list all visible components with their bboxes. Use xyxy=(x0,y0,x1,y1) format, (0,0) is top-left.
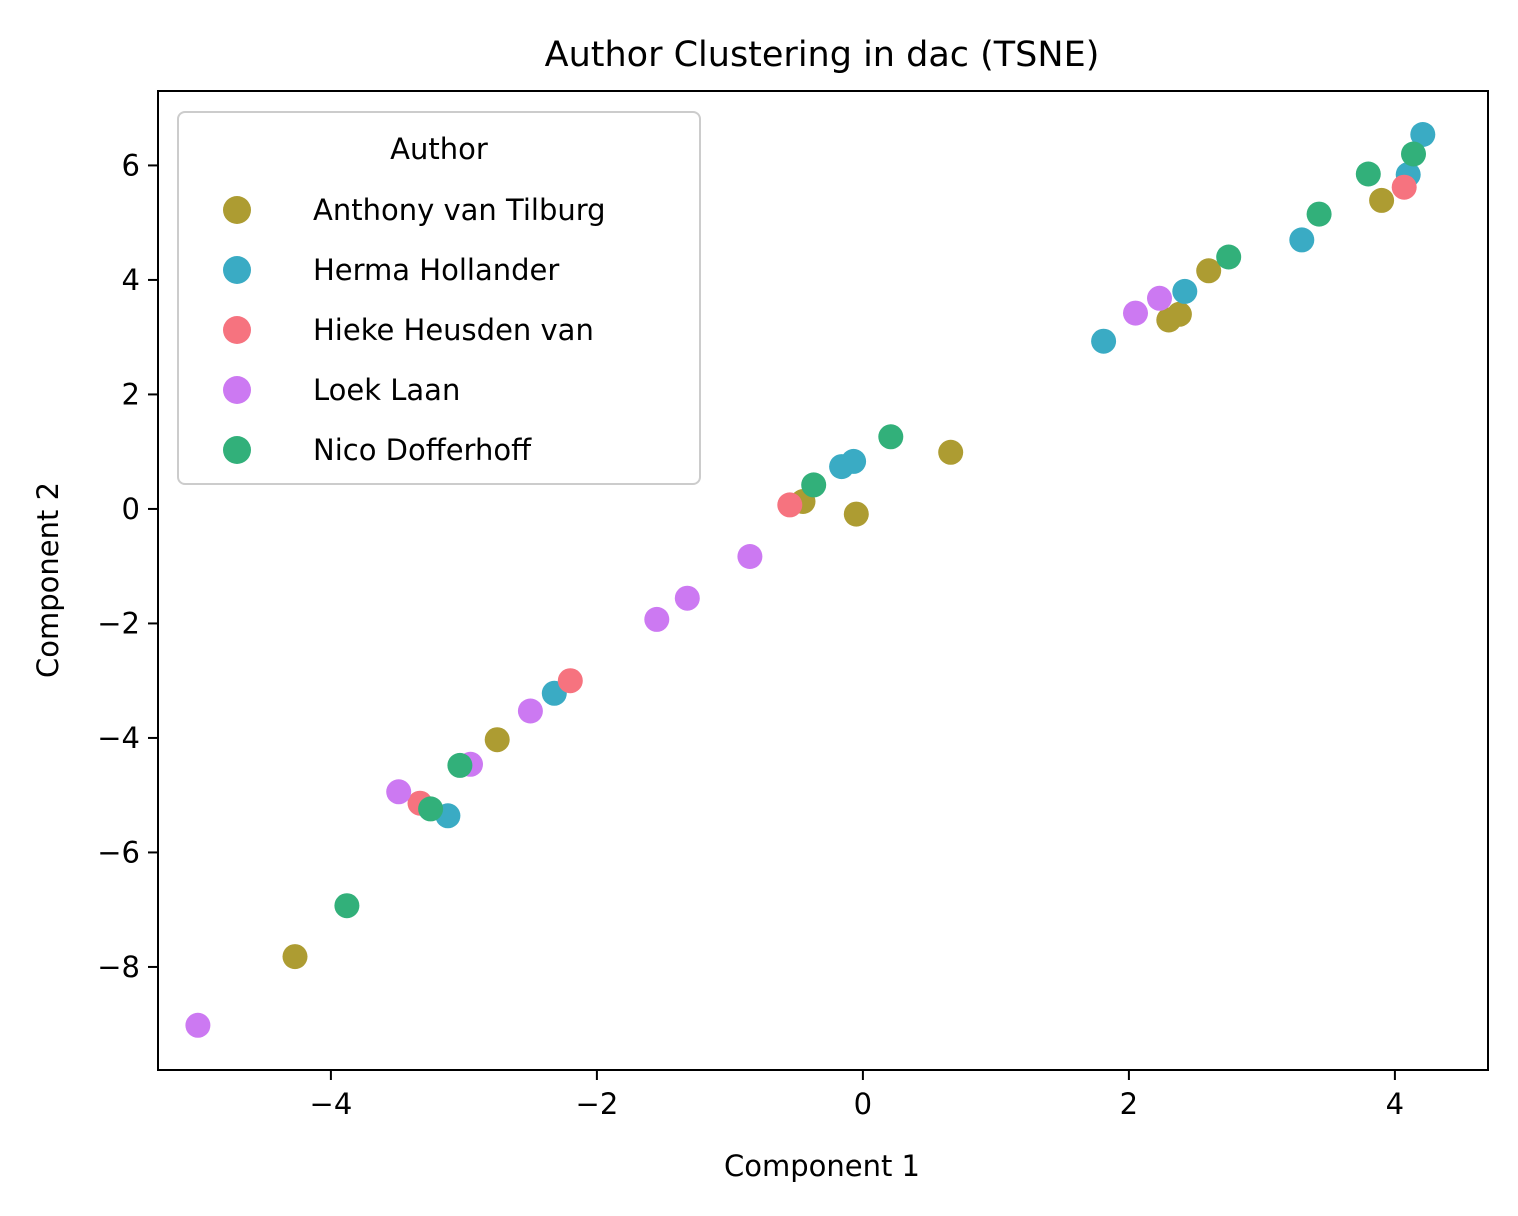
y-tick-label: −4 xyxy=(97,721,140,755)
legend-items: Anthony van Tilburg Herma Hollander Hieke … xyxy=(223,193,606,467)
legend-marker xyxy=(223,436,251,464)
legend-label: Herma Hollander xyxy=(313,253,559,287)
y-tick-label: 6 xyxy=(122,148,140,182)
x-tick-label: 4 xyxy=(1386,1087,1404,1121)
points-layer xyxy=(185,122,1436,1038)
scatter-point xyxy=(557,668,583,694)
scatter-point xyxy=(517,698,543,724)
y-tick-label: 0 xyxy=(122,492,140,526)
scatter-point xyxy=(418,796,444,822)
y-axis-ticks: 6 4 2 0 −2 −4 −6 −8 xyxy=(97,148,158,984)
scatter-point xyxy=(1216,244,1242,270)
legend-label: Nico Dofferhoff xyxy=(313,433,532,467)
scatter-point xyxy=(282,944,308,970)
scatter-point xyxy=(1091,328,1117,354)
scatter-point xyxy=(1123,300,1148,326)
scatter-point xyxy=(334,893,360,919)
scatter-point xyxy=(1306,201,1332,227)
y-tick-label: −2 xyxy=(97,606,140,640)
legend-marker xyxy=(223,376,251,404)
chart-title: Author Clustering in dac (TSNE) xyxy=(545,35,1100,75)
legend-marker xyxy=(223,196,251,224)
scatter-point xyxy=(1147,285,1172,311)
y-tick-label: −6 xyxy=(97,835,140,869)
scatter-point xyxy=(841,448,867,474)
plot-frame xyxy=(157,90,1489,1071)
scatter-point xyxy=(1391,174,1417,200)
y-tick-label: 2 xyxy=(122,377,140,411)
legend-title: Author xyxy=(390,132,488,166)
scatter-point xyxy=(484,727,510,753)
scatter-point xyxy=(447,752,473,778)
scatter-point xyxy=(843,501,869,527)
scatter-point xyxy=(801,472,827,498)
scatter-point xyxy=(185,1012,211,1038)
legend-label: Anthony van Tilburg xyxy=(313,193,606,227)
scatter-point xyxy=(777,492,803,518)
scatter-point xyxy=(1401,141,1426,167)
scatter-point xyxy=(737,544,763,569)
x-tick-label: −4 xyxy=(310,1087,353,1121)
scatter-point xyxy=(1166,301,1192,327)
y-tick-label: 4 xyxy=(122,263,140,297)
y-tick-label: −8 xyxy=(97,950,140,984)
x-tick-label: 2 xyxy=(1120,1087,1138,1121)
x-tick-label: −2 xyxy=(576,1087,619,1121)
legend-label: Loek Laan xyxy=(313,373,460,407)
scatter-point xyxy=(1172,278,1198,304)
legend-label: Hieke Heusden van xyxy=(313,313,594,347)
scatter-point xyxy=(674,585,700,611)
scatter-point xyxy=(386,779,412,805)
legend-marker xyxy=(223,256,251,284)
legend-marker xyxy=(223,316,251,344)
scatter-point xyxy=(1355,161,1381,187)
x-tick-label: 0 xyxy=(854,1087,872,1121)
scatter-point xyxy=(878,424,904,450)
x-axis-ticks: −4 −2 0 2 4 xyxy=(310,1070,1404,1121)
x-axis-label: Component 1 xyxy=(724,1149,920,1183)
legend-box xyxy=(177,111,701,485)
legend: Author Anthony van Tilburg Herma Hollande… xyxy=(177,111,701,485)
scatter-point xyxy=(1196,258,1222,284)
scatter-point xyxy=(1369,187,1395,213)
scatter-point xyxy=(1410,122,1436,147)
scatter-point xyxy=(938,439,964,465)
y-axis-label: Component 2 xyxy=(31,482,65,678)
scatter-point xyxy=(644,606,670,632)
scatter-point xyxy=(1289,227,1315,253)
